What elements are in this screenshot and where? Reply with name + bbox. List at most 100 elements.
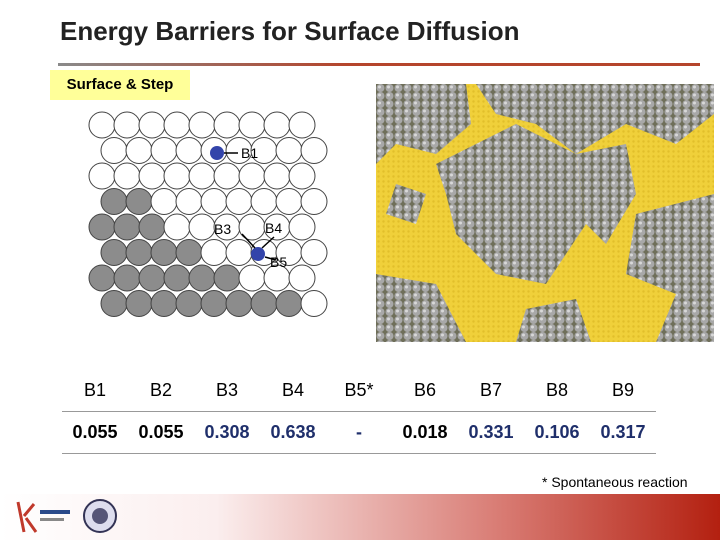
value-row: 0.055 0.055 0.308 0.638-0.018 0.331 0.106 0.31… [62, 411, 656, 454]
step-atom [125, 188, 153, 215]
surface-atom [275, 188, 303, 215]
surface-atom [113, 162, 141, 190]
arrow [261, 236, 275, 249]
header-row: B1 B2 B3 B4 B5* B6 B7 B8 B9 [62, 370, 656, 412]
surface-atom [288, 213, 316, 241]
adatom [251, 247, 265, 261]
surface-atom [300, 137, 328, 164]
barrier-value: 0.055 [128, 411, 194, 454]
step-atom [113, 213, 141, 241]
surface-atom [163, 162, 191, 190]
atom-grid [88, 111, 328, 317]
step-atom [163, 264, 191, 292]
surface-atom [100, 137, 128, 164]
step-atom [188, 264, 216, 292]
step-atom [138, 213, 166, 241]
step-atom [225, 290, 253, 317]
surface-atom [238, 264, 266, 292]
surface-atom [263, 162, 291, 190]
surface-atom [150, 137, 178, 164]
diagram-label: B5 [270, 254, 287, 270]
surface-atom [225, 188, 253, 215]
surface-atom [200, 188, 228, 215]
surface-atom [263, 111, 291, 139]
barrier-value: 0.317 [590, 411, 656, 454]
surface-atom [288, 111, 316, 139]
surface-atom [163, 111, 191, 139]
surface-atom [288, 264, 316, 292]
barrier-value: - [326, 411, 392, 454]
surface-atom [138, 111, 166, 139]
surface-atom [125, 137, 153, 164]
title-rule [58, 63, 700, 66]
column-header: B8 [524, 370, 590, 412]
diagram-label: B3 [214, 221, 231, 237]
column-header: B3 [194, 370, 260, 412]
column-header: B4 [260, 370, 326, 412]
surface-atom [238, 213, 266, 241]
step-atom [100, 290, 128, 317]
barrier-value: 0.331 [458, 411, 524, 454]
surface-atom [300, 290, 328, 317]
column-header: B7 [458, 370, 524, 412]
step-atom [113, 264, 141, 292]
logos [16, 499, 117, 533]
surface-atom [250, 188, 278, 215]
island [376, 84, 714, 342]
step-atom [200, 290, 228, 317]
surface-atom [213, 111, 241, 139]
surface-atom [175, 188, 203, 215]
barrier-value: 0.638 [260, 411, 326, 454]
step-atom [150, 239, 178, 266]
step-atom [100, 188, 128, 215]
adatom [210, 146, 224, 160]
barrier-table: B1 B2 B3 B4 B5* B6 B7 B8 B9 0.055 0.055 0.308 0.638… [62, 370, 656, 454]
surface-atom [238, 162, 266, 190]
barrier-value: 0.055 [62, 411, 128, 454]
surface-atom [238, 111, 266, 139]
step-atom [125, 239, 153, 266]
surface-atom [138, 162, 166, 190]
step-atom [88, 264, 116, 292]
surface-atom [288, 162, 316, 190]
surface-atom [213, 162, 241, 190]
surface-atom [188, 213, 216, 241]
surface-atom [225, 239, 253, 266]
step-atom [175, 239, 203, 266]
step-atom [88, 213, 116, 241]
column-header: B9 [590, 370, 656, 412]
step-atom [125, 290, 153, 317]
column-header: B2 [128, 370, 194, 412]
surface-atom [300, 239, 328, 266]
barrier-value: 0.106 [524, 411, 590, 454]
diagram-label: B4 [265, 220, 282, 236]
simulation-image [376, 84, 714, 342]
surface-diagram: B1 B3 B4 B5 [88, 111, 328, 317]
surface-atom [188, 111, 216, 139]
surface-atom [175, 137, 203, 164]
barrier-value: 0.308 [194, 411, 260, 454]
column-header: B1 [62, 370, 128, 412]
footer-bar [0, 494, 720, 540]
surface-atom [163, 213, 191, 241]
arrow [241, 233, 256, 249]
step-atom [250, 290, 278, 317]
section-label: Surface & Step [50, 70, 190, 100]
step-atom [275, 290, 303, 317]
step-atom [100, 239, 128, 266]
arrow [264, 256, 277, 261]
step-atom [175, 290, 203, 317]
barrier-value: 0.018 [392, 411, 458, 454]
step-atom [213, 264, 241, 292]
surface-atom [88, 111, 116, 139]
column-header: B5* [326, 370, 392, 412]
step-atom [150, 290, 178, 317]
slide-title: Energy Barriers for Surface Diffusion [60, 16, 520, 46]
surface-atom [150, 188, 178, 215]
surface-atom [88, 162, 116, 190]
surface-atom [300, 188, 328, 215]
footnote: * Spontaneous reaction [542, 474, 688, 490]
step-atom [138, 264, 166, 292]
surface-atom [188, 162, 216, 190]
